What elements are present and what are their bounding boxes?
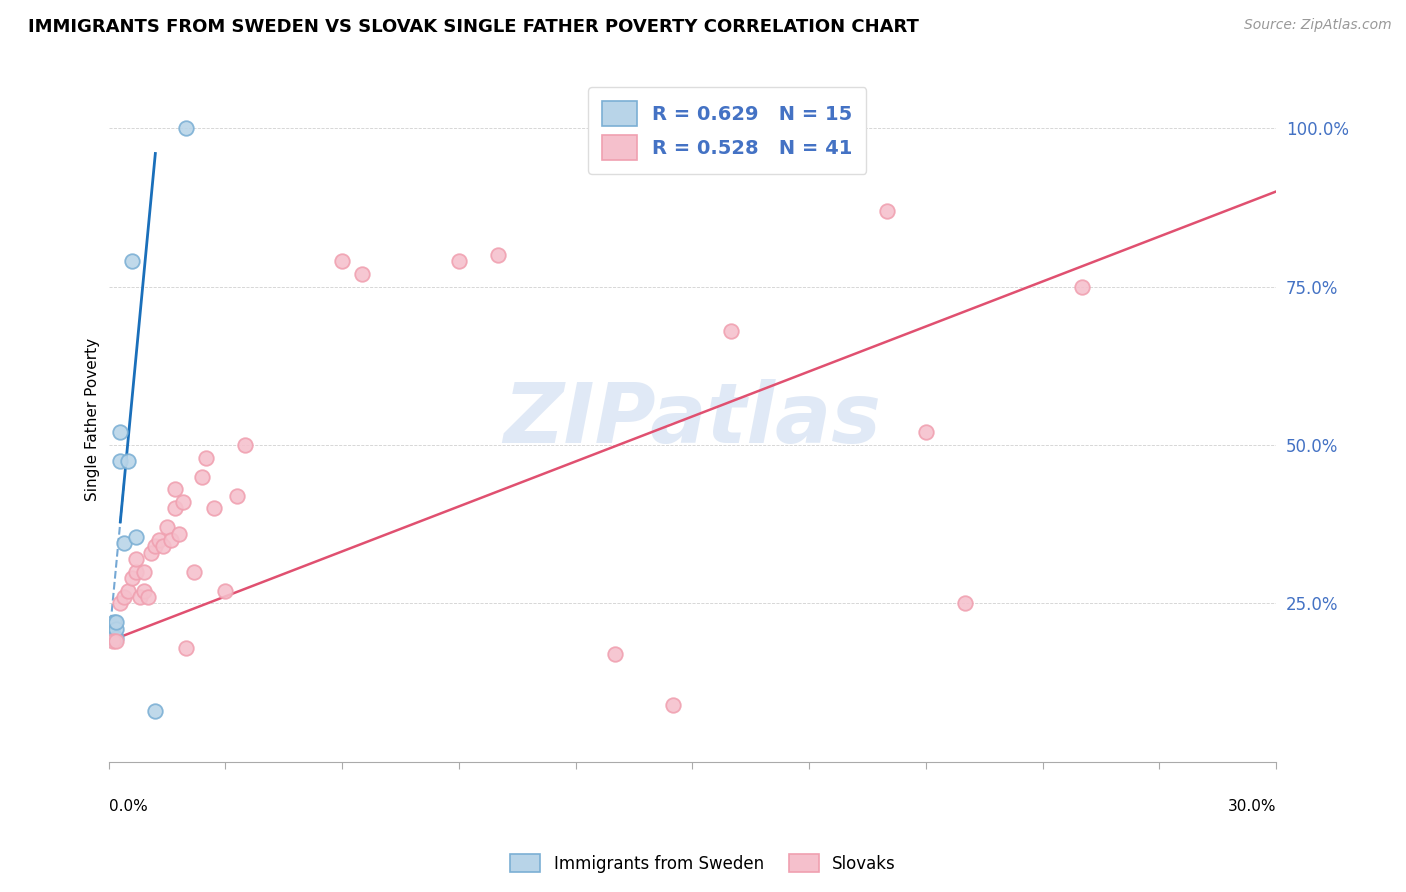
Point xyxy=(447,254,470,268)
Point xyxy=(167,526,190,541)
Point xyxy=(136,590,159,604)
Point xyxy=(141,546,163,560)
Point xyxy=(172,495,194,509)
Point xyxy=(112,536,135,550)
Point xyxy=(105,622,128,636)
Point xyxy=(163,501,186,516)
Point xyxy=(125,565,148,579)
Point xyxy=(214,583,236,598)
Text: 0.0%: 0.0% xyxy=(108,799,148,814)
Point xyxy=(132,583,155,598)
Point xyxy=(194,450,217,465)
Text: IMMIGRANTS FROM SWEDEN VS SLOVAK SINGLE FATHER POVERTY CORRELATION CHART: IMMIGRANTS FROM SWEDEN VS SLOVAK SINGLE … xyxy=(28,18,920,36)
Point xyxy=(117,583,139,598)
Point xyxy=(101,628,124,642)
Point xyxy=(105,615,128,630)
Point xyxy=(152,539,174,553)
Point xyxy=(156,520,179,534)
Point xyxy=(915,425,938,440)
Point xyxy=(160,533,183,547)
Point xyxy=(105,631,128,645)
Legend: Immigrants from Sweden, Slovaks: Immigrants from Sweden, Slovaks xyxy=(503,847,903,880)
Point xyxy=(110,454,132,468)
Point xyxy=(233,438,256,452)
Point xyxy=(720,324,742,338)
Point xyxy=(330,254,353,268)
Point xyxy=(202,501,225,516)
Point xyxy=(132,565,155,579)
Point xyxy=(143,539,166,553)
Legend: R = 0.629   N = 15, R = 0.528   N = 41: R = 0.629 N = 15, R = 0.528 N = 41 xyxy=(588,87,866,174)
Text: Source: ZipAtlas.com: Source: ZipAtlas.com xyxy=(1244,18,1392,32)
Point xyxy=(1070,279,1092,293)
Point xyxy=(662,698,685,712)
Point xyxy=(486,248,509,262)
Text: 30.0%: 30.0% xyxy=(1227,799,1277,814)
Point xyxy=(110,425,132,440)
Point xyxy=(191,469,214,483)
Text: ZIPatlas: ZIPatlas xyxy=(503,379,882,460)
Point xyxy=(148,533,170,547)
Point xyxy=(121,254,143,268)
Point xyxy=(112,590,135,604)
Point xyxy=(183,565,205,579)
Point xyxy=(876,203,898,218)
Point xyxy=(117,454,139,468)
Point xyxy=(603,647,626,661)
Point xyxy=(125,530,148,544)
Point xyxy=(121,571,143,585)
Point xyxy=(110,596,132,610)
Point xyxy=(125,552,148,566)
Point xyxy=(105,634,128,648)
Point xyxy=(176,121,198,136)
Point xyxy=(101,634,124,648)
Point xyxy=(163,483,186,497)
Point xyxy=(100,631,122,645)
Point xyxy=(953,596,976,610)
Point xyxy=(143,704,166,718)
Y-axis label: Single Father Poverty: Single Father Poverty xyxy=(86,338,100,501)
Point xyxy=(226,489,249,503)
Point xyxy=(128,590,150,604)
Point xyxy=(101,618,124,632)
Point xyxy=(350,267,373,281)
Point xyxy=(103,615,125,630)
Point xyxy=(176,640,198,655)
